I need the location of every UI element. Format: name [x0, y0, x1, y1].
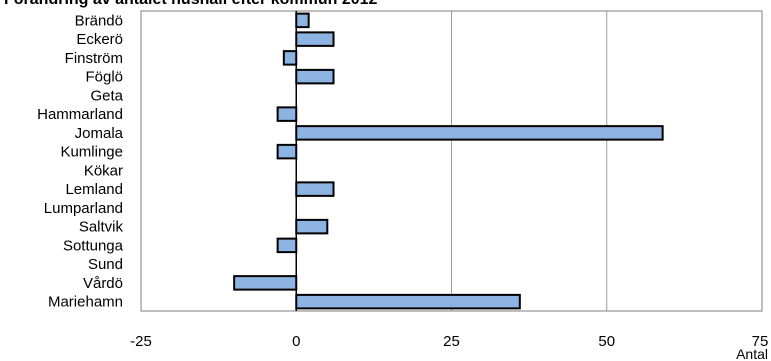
bar-kumlinge [276, 143, 298, 160]
bar-finström [282, 50, 298, 66]
category-label: Kökar [84, 162, 123, 179]
category-label: Mariehamn [48, 294, 123, 311]
category-label: Sund [88, 256, 123, 273]
bar-lemland [295, 181, 335, 197]
category-label: Eckerö [76, 31, 123, 48]
category-label: Lemland [65, 181, 123, 198]
bar-mariehamn [295, 293, 521, 310]
plot-area [140, 10, 763, 312]
x-tick-label: 50 [598, 333, 615, 350]
gridlines [451, 11, 608, 311]
bar-föglö [295, 68, 335, 85]
x-tick-label: 25 [443, 333, 460, 350]
category-label: Jomala [75, 125, 124, 142]
x-tick-label: 0 [292, 333, 300, 350]
category-label: Föglö [85, 69, 123, 86]
bar-brändö [295, 12, 310, 29]
category-label: Hammarland [37, 106, 123, 123]
category-label: Finström [65, 50, 123, 67]
bar-sottunga [276, 237, 298, 254]
x-tick-label: -25 [130, 333, 152, 350]
category-label: Geta [90, 87, 123, 104]
bars [233, 12, 664, 310]
category-label: Sottunga [63, 237, 124, 254]
bar-hammarland [276, 106, 298, 122]
bar-vårdö [233, 275, 298, 291]
x-axis-label: Antal [736, 346, 768, 361]
bar-eckerö [295, 31, 335, 47]
x-tick-labels: -25 0 25 50 75 [130, 333, 768, 350]
chart-title: Förändring av antalet hushåll efter komm… [4, 0, 377, 9]
bar-saltvik [295, 218, 329, 235]
bar-jomala [295, 125, 664, 141]
category-label: Vårdö [83, 275, 123, 292]
x-tick-label: 75 [752, 333, 769, 350]
category-label: Kumlinge [60, 144, 123, 161]
category-label: Saltvik [79, 219, 124, 236]
category-label: Brändö [75, 12, 123, 29]
category-label: Lumparland [44, 200, 123, 217]
